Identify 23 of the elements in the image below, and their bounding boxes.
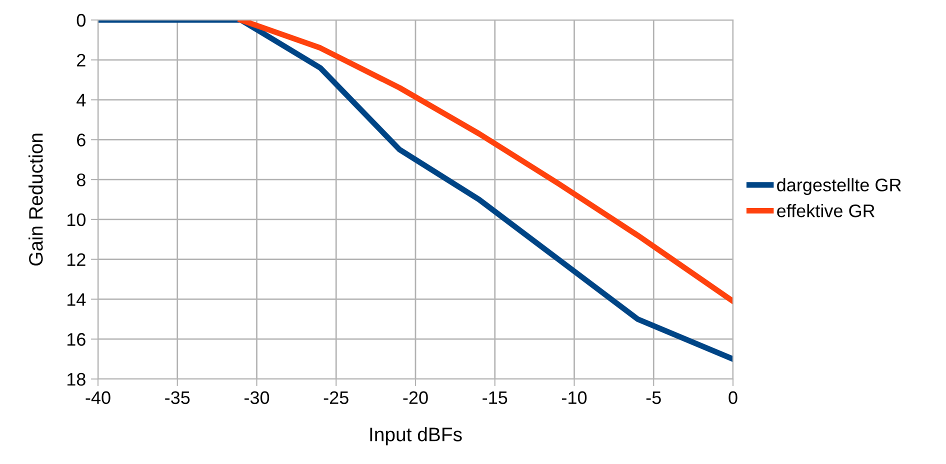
y-tick-label: 18 [67, 372, 86, 386]
y-tick-label: 0 [76, 14, 86, 27]
y-tick-label: 16 [67, 333, 86, 346]
x-tick-label: -30 [244, 391, 270, 404]
x-tick-label: 0 [728, 391, 738, 404]
legend-label: dargestellte GR [777, 178, 901, 195]
legend-label: effektive GR [777, 204, 875, 218]
x-tick-label: -40 [86, 391, 110, 404]
x-tick-label: -10 [562, 391, 587, 404]
x-tick-label: -15 [482, 391, 508, 404]
x-tick-label: -25 [324, 391, 348, 404]
y-tick-label: 10 [67, 213, 86, 226]
x-axis-title: Input dBFs [370, 427, 462, 446]
y-tick-label: 4 [76, 94, 86, 106]
x-tick-label: -20 [403, 391, 428, 404]
y-tick-label: 12 [67, 253, 86, 266]
y-tick-label: 8 [76, 173, 86, 186]
y-tick-label: 14 [67, 293, 86, 306]
y-tick-label: 6 [77, 134, 86, 146]
x-tick-label: -35 [165, 391, 190, 404]
y-tick-label: 2 [77, 54, 86, 66]
x-tick-label: -5 [646, 391, 661, 404]
y-axis-title: Gain Reduction [28, 134, 43, 266]
